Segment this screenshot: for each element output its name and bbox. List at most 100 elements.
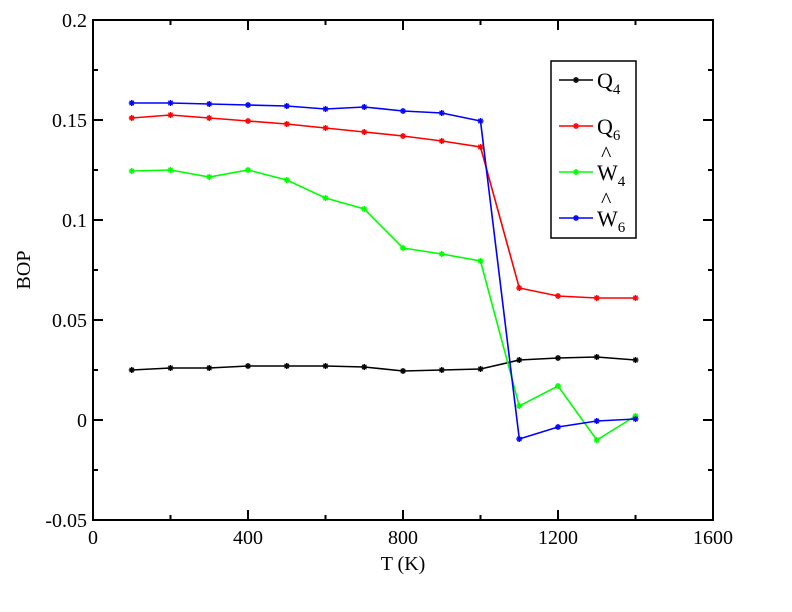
data-point-q6 xyxy=(632,295,639,301)
legend-label-base: W xyxy=(597,206,618,231)
data-point-q4 xyxy=(593,354,600,360)
marker-stroke xyxy=(573,215,579,221)
legend-marker-q4 xyxy=(573,77,579,83)
data-point-q4 xyxy=(167,365,174,371)
legend-label-subscript: 4 xyxy=(618,174,626,190)
marker-stroke xyxy=(632,295,639,301)
data-point-q6 xyxy=(477,144,484,150)
data-point-q4 xyxy=(283,363,290,369)
data-point-w6 xyxy=(516,436,523,442)
marker-stroke xyxy=(322,106,329,112)
data-point-w4 xyxy=(555,383,561,389)
data-point-w4 xyxy=(283,177,290,183)
marker-stroke xyxy=(129,168,135,174)
legend-label-base: Q xyxy=(597,68,613,93)
legend-label-base: W xyxy=(597,160,618,185)
marker-stroke xyxy=(477,144,484,150)
data-point-q6 xyxy=(167,112,174,118)
y-tick-label: 0.1 xyxy=(62,210,87,232)
legend-marker-w4 xyxy=(573,169,579,175)
data-point-w6 xyxy=(400,108,406,114)
marker-stroke xyxy=(594,354,600,360)
legend-marker-q6 xyxy=(573,123,579,129)
legend-label-q4: Q4 xyxy=(597,68,621,98)
data-point-w6 xyxy=(128,100,135,106)
marker-stroke xyxy=(477,258,484,264)
legend-label-w4: W4 xyxy=(597,160,626,190)
marker-stroke xyxy=(245,363,251,369)
y-tick-label: 0.2 xyxy=(62,10,87,32)
data-point-q6 xyxy=(128,115,135,121)
marker-stroke xyxy=(573,169,579,175)
marker-stroke xyxy=(129,100,135,106)
legend-hat-w6: ^ xyxy=(601,187,612,212)
data-point-w6 xyxy=(206,101,213,107)
data-point-w4 xyxy=(128,168,135,174)
marker-stroke xyxy=(516,285,522,291)
x-axis-label: T (K) xyxy=(381,553,426,575)
data-point-q4 xyxy=(361,364,368,370)
marker-stroke xyxy=(555,383,561,389)
marker-stroke xyxy=(206,101,212,107)
marker-stroke xyxy=(167,112,174,118)
series-line-q4 xyxy=(131,356,636,372)
marker-stroke xyxy=(361,104,367,110)
marker-stroke xyxy=(555,355,561,361)
marker-stroke xyxy=(573,123,579,129)
data-point-w6 xyxy=(555,424,561,430)
data-point-q4 xyxy=(555,355,561,361)
marker-stroke xyxy=(322,363,329,369)
marker-stroke xyxy=(632,416,639,422)
marker-stroke xyxy=(284,121,290,127)
marker-stroke xyxy=(439,110,445,116)
data-point-w6 xyxy=(632,416,639,422)
data-point-q4 xyxy=(400,368,406,374)
series-line-w4 xyxy=(131,169,636,442)
x-tick-label: 0 xyxy=(88,527,98,549)
data-point-q6 xyxy=(206,115,213,121)
marker-stroke xyxy=(284,103,290,109)
series-line-q6 xyxy=(131,114,636,299)
marker-stroke xyxy=(477,366,484,372)
data-point-w4 xyxy=(438,251,445,257)
y-axis-label: BOP xyxy=(13,251,35,290)
marker-stroke xyxy=(632,357,639,363)
marker-stroke xyxy=(400,245,406,251)
x-tick-label: 1200 xyxy=(538,527,578,549)
series-line-w6 xyxy=(131,102,636,441)
marker-stroke xyxy=(167,100,174,106)
data-point-w6 xyxy=(593,418,600,424)
marker-stroke xyxy=(129,115,135,121)
marker-stroke xyxy=(245,167,251,173)
data-point-q6 xyxy=(593,295,600,301)
marker-stroke xyxy=(400,133,406,139)
data-point-q4 xyxy=(438,367,445,373)
legend-box xyxy=(550,60,637,239)
marker-stroke xyxy=(516,357,522,363)
data-point-w6 xyxy=(361,104,368,110)
legend-marker-w6 xyxy=(573,215,579,221)
data-point-q6 xyxy=(555,293,561,299)
marker-stroke xyxy=(400,368,406,374)
data-point-w6 xyxy=(245,102,251,108)
data-point-q6 xyxy=(400,133,406,139)
marker-stroke xyxy=(361,364,367,370)
marker-stroke xyxy=(477,118,484,124)
marker-stroke xyxy=(361,129,367,135)
legend-hat-w4: ^ xyxy=(601,141,612,166)
legend-label-subscript: 6 xyxy=(618,220,626,236)
marker-stroke xyxy=(206,365,212,371)
data-point-q6 xyxy=(438,138,445,144)
y-tick-label: 0 xyxy=(77,410,87,432)
x-tick-label: 800 xyxy=(388,527,418,549)
marker-stroke xyxy=(284,177,290,183)
marker-stroke xyxy=(555,293,561,299)
legend-label-q6: Q6 xyxy=(597,114,621,144)
legend-label-subscript: 6 xyxy=(613,128,621,144)
marker-stroke xyxy=(594,437,600,443)
data-point-w4 xyxy=(516,403,523,409)
data-point-w6 xyxy=(322,106,329,112)
data-point-q4 xyxy=(516,357,523,363)
